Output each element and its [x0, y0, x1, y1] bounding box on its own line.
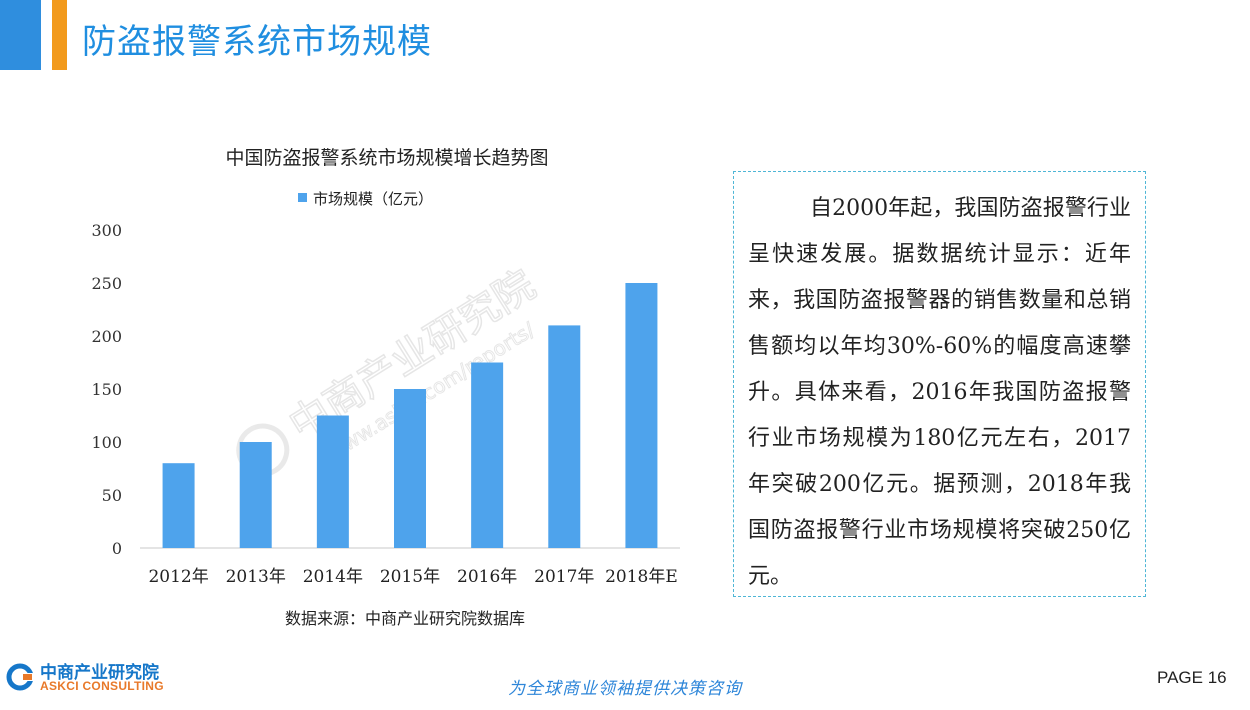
x-tick-label: 2012年: [148, 567, 208, 587]
y-tick-label: 50: [102, 486, 122, 505]
x-tick-label: 2015年: [380, 567, 440, 587]
bar-2014年: [316, 415, 349, 548]
bar-2017年: [548, 325, 581, 548]
y-tick-label: 250: [91, 274, 122, 293]
y-tick-label: 0: [112, 539, 122, 558]
x-tick-label: 2018年E: [605, 567, 678, 587]
header-accent-orange: [52, 0, 67, 70]
description-text: 自2000年起，我国防盗报警行业呈快速发展。据数据统计显示：近年来，我国防盗报警…: [748, 196, 1131, 589]
y-tick-label: 100: [91, 433, 122, 452]
logo-name-en: ASKCI CONSULTING: [40, 679, 164, 693]
bar-2018年E: [625, 283, 658, 548]
x-tick-label: 2016年: [457, 567, 517, 587]
legend-swatch: [298, 193, 307, 202]
bar-chart: 中国防盗报警系统市场规模增长趋势图 市场规模（亿元） 中商产业研究院 www.a…: [91, 147, 680, 628]
bar-2016年: [471, 362, 504, 548]
logo-name-cn: 中商产业研究院: [40, 663, 159, 683]
x-tick-label: 2017年: [534, 567, 594, 587]
askci-logo-icon: [6, 663, 34, 691]
y-tick-label: 150: [91, 380, 122, 399]
header-accent-blue: [0, 0, 41, 70]
bar-2012年: [162, 463, 195, 548]
footer-logo: 中商产业研究院 ASKCI CONSULTING: [6, 658, 171, 698]
page-number: PAGE 16: [1157, 668, 1227, 687]
page-title: 防盗报警系统市场规模: [82, 22, 432, 62]
footer-slogan: 为全球商业领袖提供决策咨询: [508, 679, 742, 699]
bar-2013年: [239, 442, 272, 548]
x-tick-label: 2014年: [303, 567, 363, 587]
x-tick-label: 2013年: [226, 567, 286, 587]
legend-label: 市场规模（亿元）: [313, 190, 433, 208]
y-tick-label: 200: [91, 327, 122, 346]
y-tick-label: 300: [91, 221, 122, 240]
chart-title: 中国防盗报警系统市场规模增长趋势图: [225, 147, 548, 169]
bar-2015年: [394, 389, 426, 548]
chart-source: 数据来源：中商产业研究院数据库: [285, 609, 525, 628]
description-box: 自2000年起，我国防盗报警行业呈快速发展。据数据统计显示：近年来，我国防盗报警…: [733, 171, 1146, 597]
